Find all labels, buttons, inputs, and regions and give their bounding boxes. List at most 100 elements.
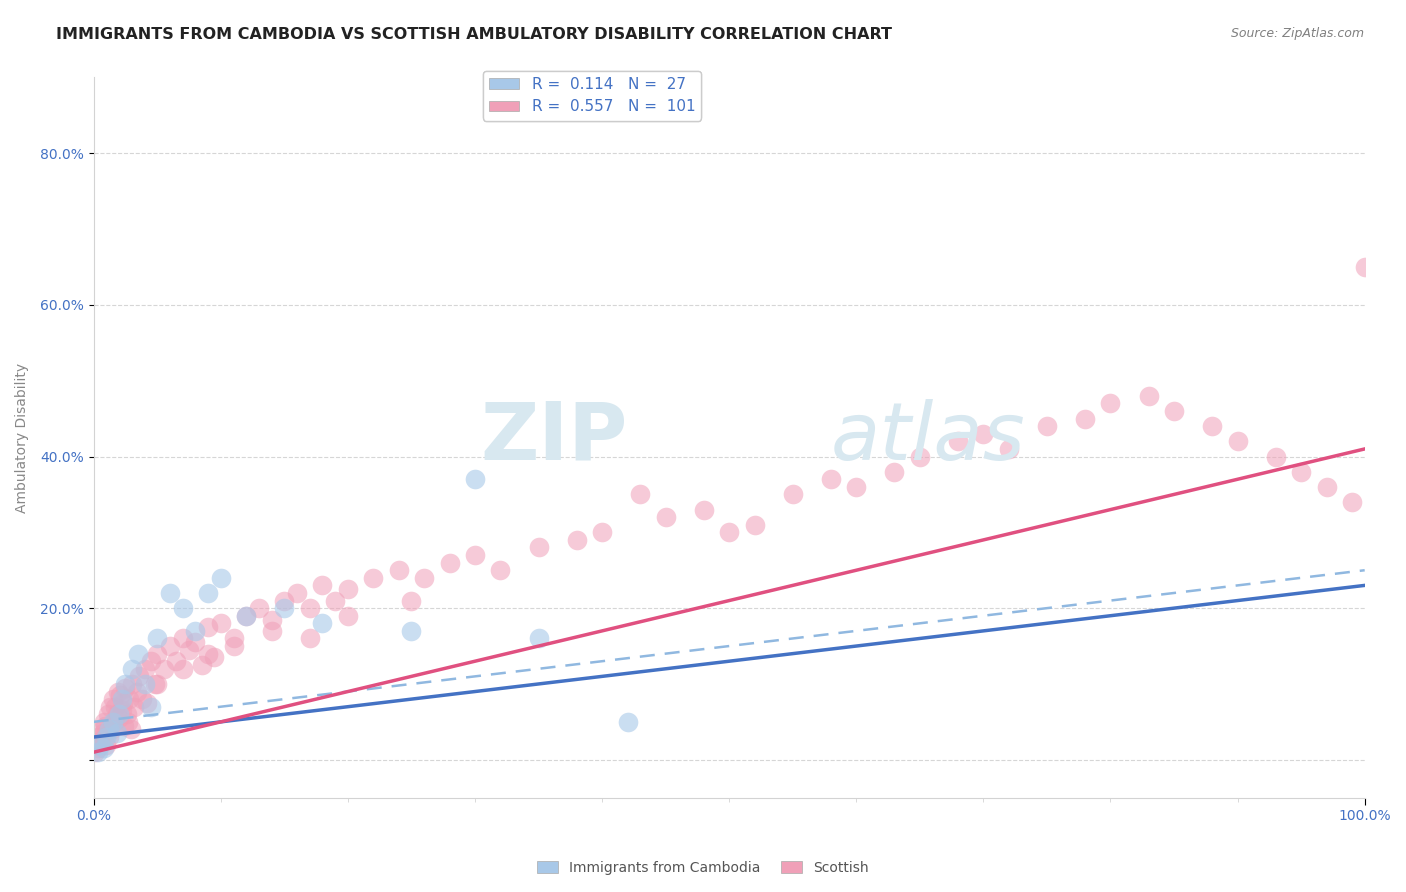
Point: [146, 632, 169, 646]
Point: [91, 726, 114, 740]
Point: [718, 525, 741, 540]
Point: [139, 699, 162, 714]
Text: IMMIGRANTS FROM CAMBODIA VS SCOTTISH AMBULATORY DISABILITY CORRELATION CHART: IMMIGRANTS FROM CAMBODIA VS SCOTTISH AMB…: [56, 27, 893, 42]
Point: [97, 723, 120, 737]
Point: [744, 517, 766, 532]
Point: [1264, 450, 1286, 464]
Point: [105, 726, 128, 740]
Point: [235, 608, 257, 623]
Point: [336, 582, 359, 597]
Point: [209, 571, 232, 585]
Point: [84, 738, 107, 752]
Point: [86, 745, 108, 759]
Point: [222, 632, 245, 646]
Point: [782, 487, 804, 501]
Point: [101, 692, 124, 706]
Point: [401, 593, 423, 607]
Point: [190, 658, 212, 673]
Point: [114, 681, 136, 695]
Point: [121, 677, 143, 691]
Point: [172, 632, 194, 646]
Point: [489, 563, 512, 577]
Point: [908, 450, 931, 464]
Point: [86, 741, 108, 756]
Point: [845, 480, 868, 494]
Point: [1226, 434, 1249, 449]
Point: [89, 738, 111, 752]
Point: [87, 730, 110, 744]
Point: [111, 704, 134, 718]
Point: [97, 707, 120, 722]
Point: [628, 487, 651, 501]
Point: [107, 684, 129, 698]
Point: [90, 723, 112, 737]
Point: [143, 677, 166, 691]
Point: [94, 719, 117, 733]
Point: [464, 472, 486, 486]
Point: [100, 723, 122, 737]
Point: [117, 714, 139, 729]
Point: [103, 714, 125, 729]
Point: [105, 707, 128, 722]
Point: [108, 707, 131, 722]
Point: [883, 465, 905, 479]
Text: Source: ZipAtlas.com: Source: ZipAtlas.com: [1230, 27, 1364, 40]
Point: [127, 647, 149, 661]
Text: atlas: atlas: [831, 399, 1025, 476]
Point: [204, 650, 226, 665]
Point: [285, 586, 308, 600]
Point: [172, 601, 194, 615]
Point: [616, 714, 638, 729]
Point: [146, 647, 169, 661]
Point: [177, 643, 200, 657]
Point: [693, 502, 716, 516]
Point: [209, 616, 232, 631]
Point: [1341, 495, 1364, 509]
Point: [84, 745, 107, 759]
Point: [159, 586, 181, 600]
Point: [260, 613, 283, 627]
Point: [134, 662, 156, 676]
Point: [1315, 480, 1337, 494]
Point: [124, 699, 146, 714]
Legend: R =  0.114   N =  27, R =  0.557   N =  101: R = 0.114 N = 27, R = 0.557 N = 101: [482, 70, 702, 120]
Point: [591, 525, 613, 540]
Point: [1163, 404, 1185, 418]
Point: [111, 696, 134, 710]
Point: [159, 639, 181, 653]
Point: [104, 699, 127, 714]
Point: [820, 472, 842, 486]
Point: [184, 624, 207, 638]
Text: ZIP: ZIP: [481, 399, 627, 476]
Point: [1074, 411, 1097, 425]
Point: [139, 654, 162, 668]
Point: [131, 692, 153, 706]
Point: [363, 571, 385, 585]
Point: [136, 696, 159, 710]
Point: [401, 624, 423, 638]
Point: [89, 734, 111, 748]
Point: [96, 730, 118, 744]
Point: [1289, 465, 1312, 479]
Point: [134, 677, 156, 691]
Point: [1099, 396, 1122, 410]
Point: [311, 578, 333, 592]
Point: [298, 632, 321, 646]
Point: [388, 563, 411, 577]
Point: [1354, 260, 1376, 274]
Point: [97, 730, 120, 744]
Point: [93, 741, 115, 756]
Point: [197, 647, 219, 661]
Point: [152, 662, 174, 676]
Point: [93, 714, 115, 729]
Point: [1036, 419, 1059, 434]
Point: [972, 426, 994, 441]
Point: [565, 533, 588, 547]
Point: [336, 608, 359, 623]
Point: [128, 669, 150, 683]
Point: [273, 593, 295, 607]
Point: [247, 601, 270, 615]
Point: [98, 699, 121, 714]
Point: [197, 586, 219, 600]
Point: [527, 541, 550, 555]
